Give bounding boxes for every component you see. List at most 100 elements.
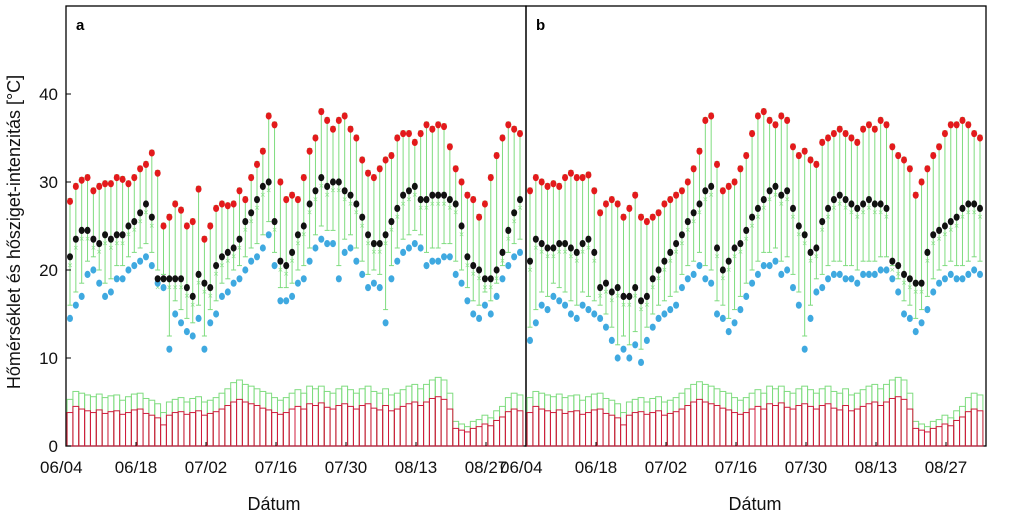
uhi-bar-green xyxy=(608,399,616,447)
max-point xyxy=(441,122,448,131)
max-point xyxy=(725,182,732,190)
max-point xyxy=(113,174,120,182)
uhi-bar-red xyxy=(701,401,709,447)
min-point xyxy=(895,288,902,296)
uhi-bar-green xyxy=(666,399,674,447)
mean-point xyxy=(324,182,331,190)
uhi-bar-green xyxy=(900,379,908,447)
x-tick-label: 06/18 xyxy=(575,458,618,477)
min-point xyxy=(731,319,738,327)
max-point xyxy=(854,138,861,146)
max-point xyxy=(696,147,703,155)
uhi-bar-red xyxy=(789,408,797,447)
min-point xyxy=(591,310,598,318)
mean-point xyxy=(242,218,249,226)
range-marker: × xyxy=(184,292,190,300)
min-point xyxy=(871,270,878,278)
uhi-bar-red xyxy=(206,412,214,447)
uhi-bar-green xyxy=(393,392,401,447)
mean-point xyxy=(807,248,814,256)
max-point xyxy=(667,196,674,204)
uhi-bar-red xyxy=(458,429,465,447)
mean-point xyxy=(556,240,563,248)
mean-point xyxy=(743,226,750,234)
max-point xyxy=(254,160,261,168)
x-tick-label: 07/30 xyxy=(325,458,368,477)
range-marker: × xyxy=(884,213,890,221)
uhi-bar-red xyxy=(871,401,879,447)
range-marker: × xyxy=(609,297,615,305)
mean-point xyxy=(649,275,656,283)
uhi-bar-red xyxy=(935,426,943,447)
range-marker: × xyxy=(936,235,942,243)
uhi-bar-red xyxy=(160,424,167,447)
uhi-bar-green xyxy=(719,390,727,447)
uhi-bar-red xyxy=(154,417,162,447)
uhi-bar-red xyxy=(912,427,920,447)
max-point xyxy=(538,178,545,186)
range-marker: × xyxy=(470,270,476,278)
mean-point xyxy=(638,297,645,305)
max-point xyxy=(649,213,656,221)
uhi-bar-red xyxy=(923,431,931,447)
mean-point xyxy=(370,240,377,248)
range-marker: × xyxy=(172,283,178,291)
mean-point xyxy=(977,204,983,212)
uhi-bar-red xyxy=(271,412,278,447)
mean-point xyxy=(760,196,767,204)
uhi-bar-green xyxy=(78,392,86,447)
min-point xyxy=(784,266,791,274)
max-point xyxy=(883,121,890,129)
range-marker: × xyxy=(638,305,644,313)
min-point xyxy=(131,262,138,270)
mean-point xyxy=(388,218,395,226)
uhi-bar-red xyxy=(812,408,820,447)
uhi-bar-red xyxy=(848,410,855,447)
max-point xyxy=(224,202,231,210)
uhi-bar-red xyxy=(725,409,733,447)
range-marker: × xyxy=(866,204,872,212)
uhi-bar-red xyxy=(95,409,103,447)
uhi-bar-red xyxy=(306,403,314,447)
uhi-bar-green xyxy=(549,396,557,447)
range-marker: × xyxy=(441,200,447,208)
max-point xyxy=(971,130,978,138)
min-point xyxy=(67,314,73,322)
mean-point xyxy=(813,244,820,252)
mean-point xyxy=(924,248,931,256)
range-marker: × xyxy=(213,270,219,278)
range-marker: × xyxy=(656,275,662,283)
max-point xyxy=(172,200,179,208)
range-marker: × xyxy=(778,200,784,208)
uhi-bar-red xyxy=(807,405,814,447)
max-point xyxy=(370,174,377,182)
min-point xyxy=(119,275,126,283)
max-point xyxy=(230,200,237,208)
uhi-bar-green xyxy=(165,401,173,447)
mean-point xyxy=(511,209,518,217)
mean-point xyxy=(784,187,791,195)
mean-point xyxy=(772,182,779,190)
max-point xyxy=(96,182,103,190)
uhi-bar-green xyxy=(818,388,826,447)
min-point xyxy=(889,275,896,283)
x-tick-label: 08/13 xyxy=(395,458,438,477)
max-point xyxy=(417,130,424,138)
max-point xyxy=(912,191,919,199)
uhi-bar-green xyxy=(423,383,430,447)
uhi-bar-red xyxy=(865,403,873,447)
max-point xyxy=(749,130,756,138)
mean-point xyxy=(918,279,925,287)
mean-point xyxy=(614,284,621,292)
mean-point xyxy=(754,204,761,212)
range-marker: × xyxy=(848,209,854,217)
max-point xyxy=(655,209,662,217)
min-point xyxy=(947,270,954,278)
uhi-bar-red xyxy=(382,405,390,447)
range-marker: × xyxy=(388,226,394,234)
mean-point xyxy=(382,231,389,239)
uhi-bar-green xyxy=(469,420,477,447)
min-point xyxy=(376,284,383,292)
x-tick-label: 06/04 xyxy=(500,458,543,477)
range-marker: × xyxy=(505,235,511,243)
